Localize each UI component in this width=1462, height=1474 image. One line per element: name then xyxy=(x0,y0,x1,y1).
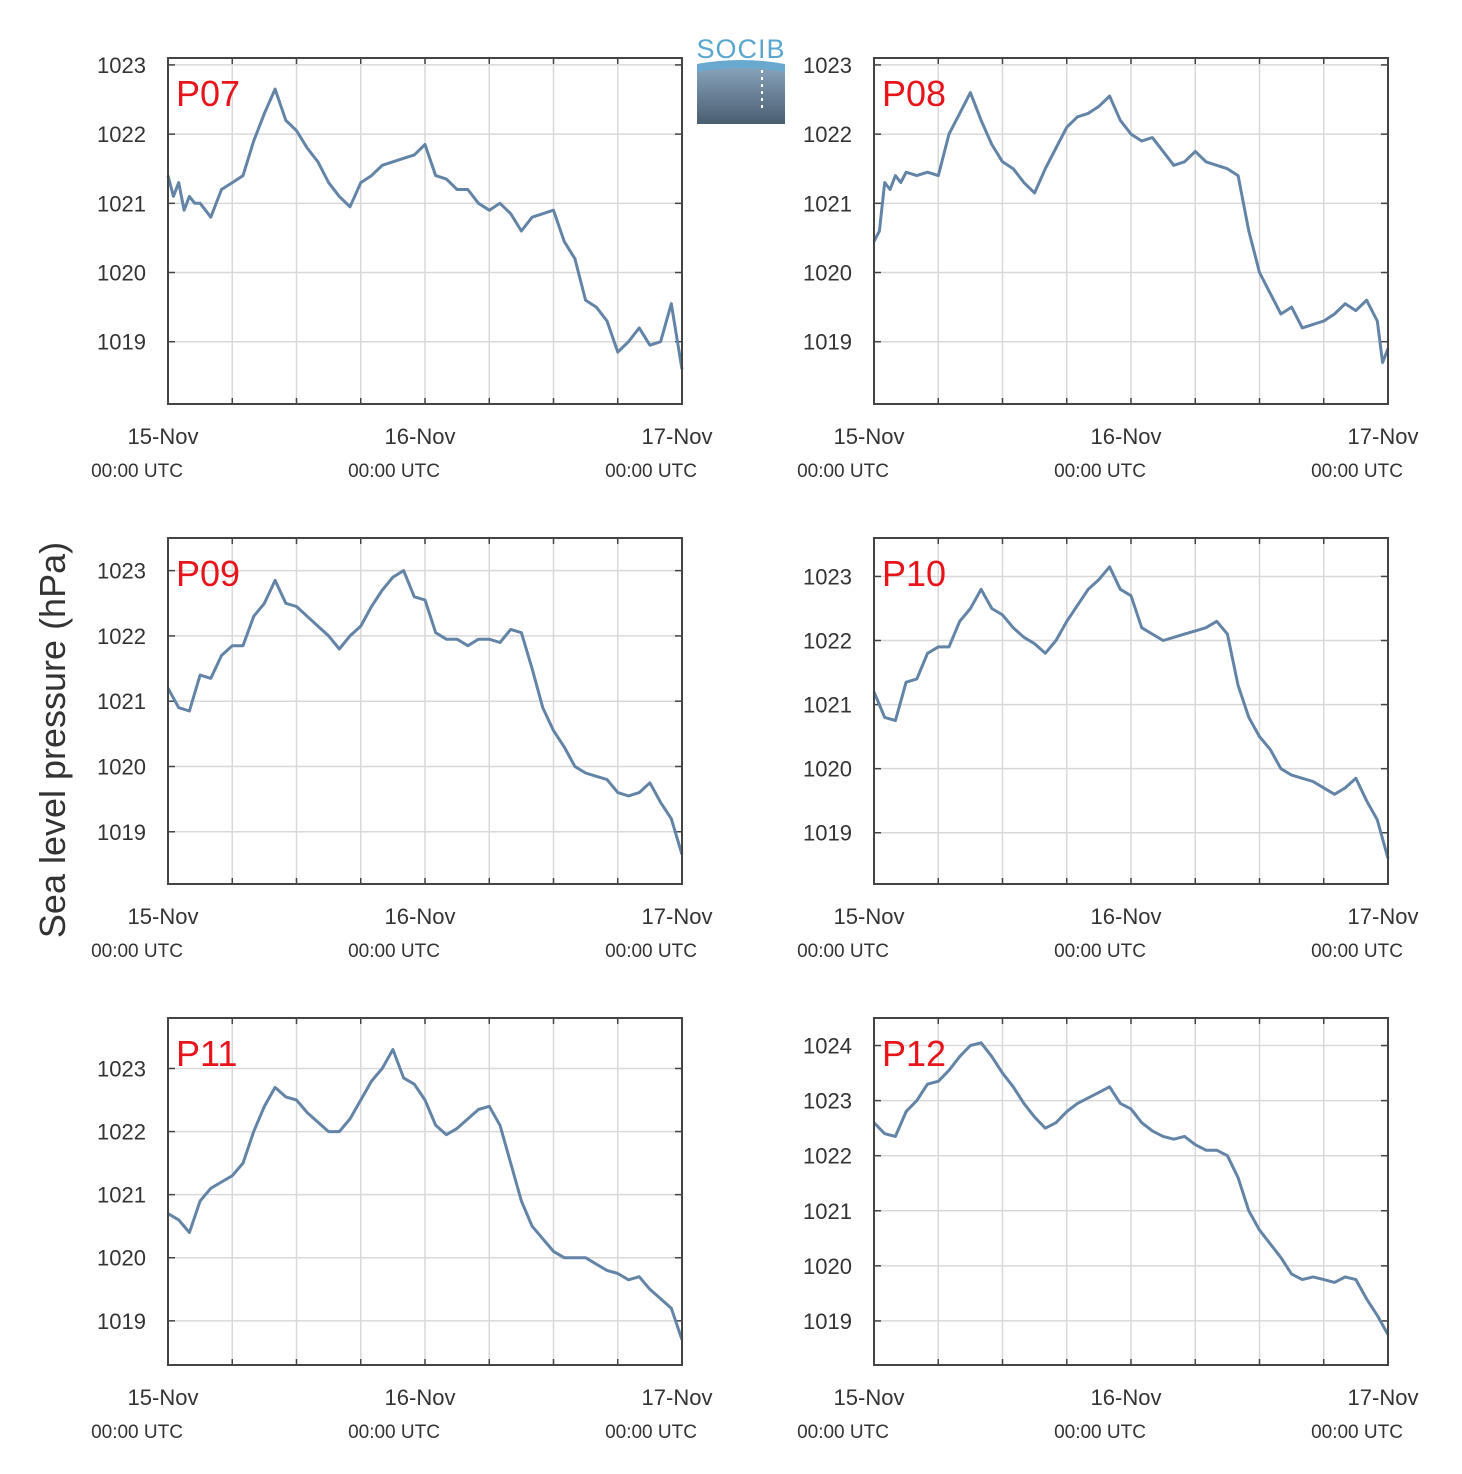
x-tick-label-time: 00:00 UTC xyxy=(1311,941,1403,962)
y-tick-label: 1022 xyxy=(97,1120,146,1145)
y-tick-label: 1020 xyxy=(97,754,146,779)
series-line-p12 xyxy=(872,1041,1390,1336)
y-tick-label: 1023 xyxy=(803,53,852,78)
y-tick-label: 1024 xyxy=(803,1034,852,1059)
plot-frame xyxy=(873,57,1389,405)
x-tick-label-time: 00:00 UTC xyxy=(605,1422,697,1443)
y-tick-label: 1021 xyxy=(97,191,146,216)
station-label: P07 xyxy=(176,73,240,114)
plot-frame xyxy=(167,537,683,885)
y-tick-label: 1022 xyxy=(97,122,146,147)
plot-frame xyxy=(873,537,1389,885)
panel-p09: 1019 1020 1021 1022 1023 15-Nov 00:00 UTC 16-No… xyxy=(91,537,713,962)
x-tick-label-time: 00:00 UTC xyxy=(91,461,183,482)
logo-text: SOCIB xyxy=(696,34,785,64)
y-tick-label: 1023 xyxy=(97,559,146,584)
x-tick-label-time: 00:00 UTC xyxy=(1054,1422,1146,1443)
y-axis-label: Sea level pressure (hPa) xyxy=(32,542,73,938)
panel-p11: 1019 1020 1021 1022 1023 15-Nov 00:00 UTC 16-No… xyxy=(91,1017,713,1443)
x-tick-label-date: 16-Nov xyxy=(1091,904,1162,929)
socib-logo: SOCIB xyxy=(696,34,785,124)
x-tick-label-date: 15-Nov xyxy=(834,424,905,449)
x-tick-label-date: 16-Nov xyxy=(1091,1385,1162,1410)
x-tick-label-date: 15-Nov xyxy=(834,1385,905,1410)
panel-p10: 1019 1020 1021 1022 1023 15-Nov 00:00 UTC 16-No… xyxy=(797,537,1419,962)
panel-p12: 1019 1020 1021 1022 1023 1024 15-Nov 00:00 UTC 1… xyxy=(797,1017,1419,1443)
series-line-p10 xyxy=(872,565,1390,859)
y-tick-label: 1023 xyxy=(803,564,852,589)
x-tick-label-date: 15-Nov xyxy=(128,424,199,449)
station-label: P11 xyxy=(176,1033,237,1074)
y-tick-label: 1019 xyxy=(97,330,146,355)
x-tick-label-date: 16-Nov xyxy=(385,424,456,449)
y-tick-label: 1021 xyxy=(803,1199,852,1224)
x-tick-label-time: 00:00 UTC xyxy=(605,461,697,482)
series-line-p07 xyxy=(166,87,684,370)
x-tick-label-date: 16-Nov xyxy=(385,1385,456,1410)
x-tick-label-date: 17-Nov xyxy=(642,1385,713,1410)
y-tick-label: 1019 xyxy=(803,330,852,355)
y-tick-label: 1023 xyxy=(97,53,146,78)
x-tick-label-date: 15-Nov xyxy=(128,904,199,929)
y-tick-label: 1023 xyxy=(803,1089,852,1114)
x-tick-label-time: 00:00 UTC xyxy=(797,1422,889,1443)
series-line-p09 xyxy=(166,569,684,856)
plot-frame xyxy=(167,1017,683,1366)
x-tick-label-time: 00:00 UTC xyxy=(797,941,889,962)
y-tick-label: 1023 xyxy=(97,1056,146,1081)
y-tick-label: 1020 xyxy=(803,261,852,286)
station-label: P12 xyxy=(882,1033,946,1074)
y-tick-label: 1020 xyxy=(97,261,146,286)
y-tick-label: 1021 xyxy=(97,1183,146,1208)
y-tick-label: 1021 xyxy=(97,689,146,714)
x-tick-label-time: 00:00 UTC xyxy=(605,941,697,962)
x-tick-label-time: 00:00 UTC xyxy=(348,1422,440,1443)
x-tick-label-date: 15-Nov xyxy=(834,904,905,929)
x-tick-label-time: 00:00 UTC xyxy=(348,941,440,962)
x-tick-label-date: 17-Nov xyxy=(1348,424,1419,449)
y-tick-label: 1022 xyxy=(803,629,852,654)
y-tick-label: 1021 xyxy=(803,693,852,718)
panel-p07: 1019 1020 1021 1022 1023 15-Nov 00:00 UTC 16-No… xyxy=(91,53,712,482)
y-tick-label: 1019 xyxy=(97,820,146,845)
x-tick-label-date: 17-Nov xyxy=(642,904,713,929)
x-tick-label-time: 00:00 UTC xyxy=(797,461,889,482)
x-tick-label-time: 00:00 UTC xyxy=(348,461,440,482)
y-tick-label: 1019 xyxy=(803,821,852,846)
series-line-p08 xyxy=(872,91,1390,364)
plot-frame xyxy=(873,1017,1389,1366)
station-label: P08 xyxy=(882,73,946,114)
x-tick-label-date: 16-Nov xyxy=(385,904,456,929)
y-tick-label: 1020 xyxy=(803,757,852,782)
x-tick-label-date: 17-Nov xyxy=(642,424,713,449)
x-tick-label-time: 00:00 UTC xyxy=(1311,1422,1403,1443)
x-tick-label-date: 17-Nov xyxy=(1348,904,1419,929)
plot-frame xyxy=(167,57,683,405)
y-tick-label: 1021 xyxy=(803,191,852,216)
x-tick-label-time: 00:00 UTC xyxy=(91,1422,183,1443)
x-tick-label-time: 00:00 UTC xyxy=(1054,461,1146,482)
y-tick-label: 1020 xyxy=(97,1246,146,1271)
x-tick-label-date: 15-Nov xyxy=(128,1385,199,1410)
y-tick-label: 1022 xyxy=(803,1144,852,1169)
x-tick-label-time: 00:00 UTC xyxy=(91,941,183,962)
y-tick-label: 1022 xyxy=(97,624,146,649)
y-tick-label: 1019 xyxy=(803,1309,852,1334)
y-tick-label: 1020 xyxy=(803,1254,852,1279)
x-tick-label-time: 00:00 UTC xyxy=(1311,461,1403,482)
y-tick-label: 1022 xyxy=(803,122,852,147)
x-tick-label-date: 17-Nov xyxy=(1348,1385,1419,1410)
x-tick-label-date: 16-Nov xyxy=(1091,424,1162,449)
y-tick-label: 1019 xyxy=(97,1309,146,1334)
station-label: P09 xyxy=(176,553,240,594)
station-label: P10 xyxy=(882,553,946,594)
series-line-p11 xyxy=(167,1048,684,1341)
x-tick-label-time: 00:00 UTC xyxy=(1054,941,1146,962)
panel-p08: 1019 1020 1021 1022 1023 15-Nov 00:00 UTC 16-No… xyxy=(797,53,1418,482)
